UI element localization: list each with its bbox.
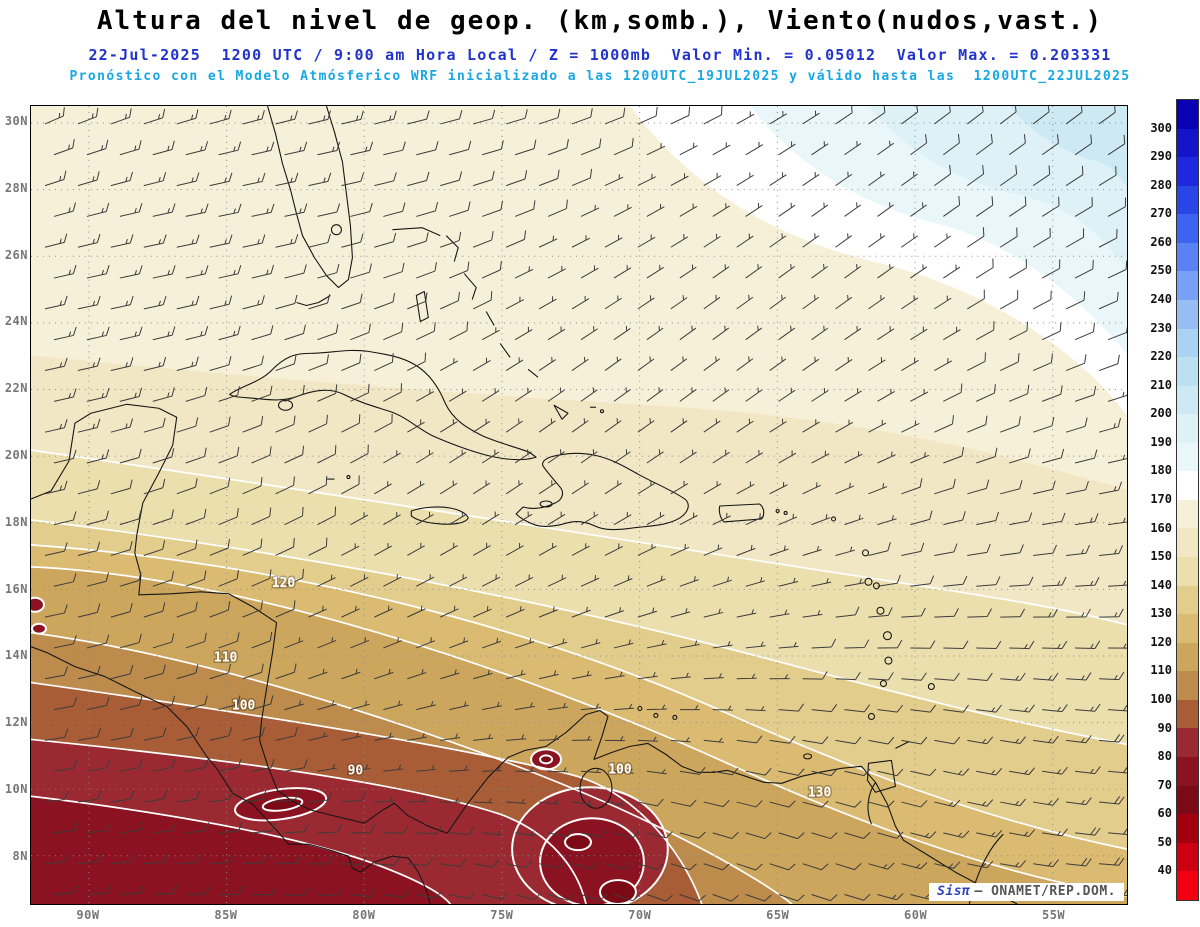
colorbar-segment <box>1177 756 1198 786</box>
lat-label: 22N <box>4 381 28 396</box>
contour-label: 110 <box>214 651 238 666</box>
lon-label: 55W <box>1041 908 1066 922</box>
colorbar-segment <box>1177 585 1198 615</box>
colorbar-tick-label: 120 <box>1150 634 1172 649</box>
colorbar-tick-label: 280 <box>1150 177 1172 192</box>
colorbar-tick-label: 220 <box>1150 349 1172 364</box>
colorbar-segment <box>1177 242 1198 272</box>
lon-label: 80W <box>352 908 376 922</box>
colorbar-segment <box>1177 357 1198 386</box>
colorbar-tick-label: 110 <box>1150 663 1172 678</box>
colorbar-segment <box>1177 842 1198 872</box>
lat-label: 30N <box>4 114 28 128</box>
lat-label: 12N <box>4 715 28 730</box>
colorbar-tick-label: 170 <box>1150 492 1172 506</box>
colorbar-segment <box>1177 385 1198 415</box>
colorbar-tick-label: 50 <box>1157 834 1172 849</box>
colorbar-tick-label: 70 <box>1157 777 1172 792</box>
contour-label: 100 <box>232 698 256 713</box>
colorbar-tick-label: 140 <box>1150 577 1172 592</box>
map-frame: 120 110 100 90 100 130 Sisπ – ONAMET/REP.DOM. <box>30 105 1128 905</box>
contour-label-layer: 120 110 100 90 100 130 <box>212 574 833 801</box>
watermark: Sisπ – ONAMET/REP.DOM. <box>929 883 1124 901</box>
colorbar-tick-label: 150 <box>1150 549 1172 564</box>
lon-label: 90W <box>76 908 100 922</box>
lat-label: 10N <box>4 781 28 796</box>
colorbar-tick-label: 200 <box>1150 406 1172 421</box>
contour-label: 120 <box>272 576 296 591</box>
colorbar-segment <box>1177 499 1198 529</box>
lat-label: 8N <box>12 848 28 863</box>
colorbar-segment <box>1177 328 1198 358</box>
colorbar-segment <box>1177 728 1198 757</box>
watermark-brand: Sisπ <box>937 884 971 899</box>
colorbar-tick-label: 270 <box>1150 206 1172 221</box>
contour-lines <box>31 106 1127 904</box>
colorbar-segment <box>1177 100 1198 129</box>
map-canvas: 120 110 100 90 100 130 <box>31 106 1127 904</box>
colorbar-segment <box>1177 814 1198 843</box>
lat-label: 28N <box>4 180 28 195</box>
colorbar-segment <box>1177 671 1198 700</box>
colorbar-tick-label: 190 <box>1150 434 1172 449</box>
colorbar-tick-label: 100 <box>1150 692 1172 706</box>
colorbar-tick-label: 210 <box>1150 377 1172 392</box>
colorbar-segment <box>1177 214 1198 243</box>
colorbar-segment <box>1177 299 1198 329</box>
colorbar-tick-label: 250 <box>1150 263 1172 278</box>
colorbar-segment <box>1177 271 1198 300</box>
lon-label: 60W <box>904 908 928 922</box>
colorbar-segment <box>1177 528 1198 557</box>
colorbar-tick-label: 300 <box>1150 120 1172 135</box>
colorbar: 300 290 280 270 260 250 240 230 220 210 200 190 180 1… <box>1132 99 1200 903</box>
contour-label: 100 <box>608 762 632 777</box>
watermark-agency: – ONAMET/REP.DOM. <box>974 884 1116 899</box>
colorbar-segment <box>1177 871 1198 900</box>
colorbar-tick-label: 240 <box>1150 292 1172 306</box>
colorbar-segment <box>1177 557 1198 586</box>
colorbar-segment <box>1177 471 1198 500</box>
shaded-bands <box>31 106 1127 904</box>
colorbar-tick-label: 130 <box>1150 606 1172 621</box>
lat-label: 16N <box>4 581 28 596</box>
lon-label: 70W <box>628 908 652 922</box>
colorbar-segment <box>1177 614 1198 643</box>
subtitle-model-info: Pronóstico con el Modelo Atmósferico WRF… <box>69 69 1131 84</box>
colorbar-segment <box>1177 642 1198 672</box>
colorbar-segment <box>1177 157 1198 186</box>
colorbar-segment <box>1177 128 1198 158</box>
colorbar-segment <box>1177 185 1198 215</box>
lat-label: 20N <box>4 447 28 462</box>
colorbar-tick-label: 290 <box>1150 149 1172 164</box>
lat-label: 14N <box>4 648 28 663</box>
colorbar-segment <box>1177 442 1198 472</box>
colorbar-tick-label: 40 <box>1157 863 1172 878</box>
lon-label: 85W <box>214 908 238 922</box>
colorbar-segment <box>1177 414 1198 443</box>
colorbar-segment <box>1177 785 1198 815</box>
lon-label: 75W <box>490 908 514 922</box>
coastlines <box>31 106 1018 904</box>
contour-label: 90 <box>348 763 364 778</box>
colorbar-tick-label: 230 <box>1150 320 1172 335</box>
colorbar-tick-label: 160 <box>1150 520 1172 535</box>
lon-label: 65W <box>766 908 790 922</box>
wind-barbs <box>44 106 1127 902</box>
contour-label: 130 <box>808 785 832 800</box>
lat-label: 24N <box>4 314 28 329</box>
colorbar-tick-label: 90 <box>1157 720 1172 735</box>
colorbar-scale <box>1176 99 1199 901</box>
lat-label: 26N <box>4 247 28 262</box>
colorbar-tick-label: 60 <box>1157 806 1172 821</box>
colorbar-segment <box>1177 699 1198 729</box>
page-title: Altura del nivel de geop. (km,somb.), Vi… <box>96 6 1104 36</box>
lat-label: 18N <box>4 514 28 529</box>
subtitle-validity: 22-Jul-2025 1200 UTC / 9:00 am Hora Loca… <box>88 46 1112 64</box>
colorbar-tick-label: 80 <box>1157 749 1172 764</box>
colorbar-tick-label: 260 <box>1150 234 1172 249</box>
colorbar-tick-label: 180 <box>1150 463 1172 478</box>
